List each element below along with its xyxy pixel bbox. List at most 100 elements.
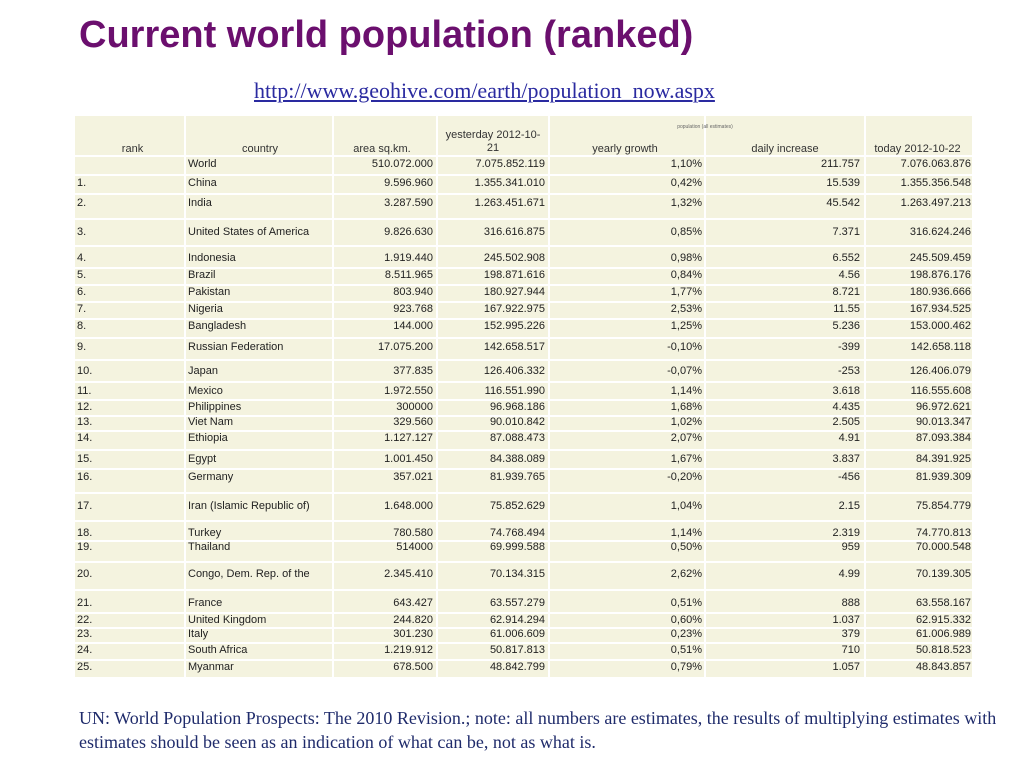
row-yesterday: 62.914.294 <box>489 614 545 626</box>
row-area: 514000 <box>396 541 433 553</box>
row-today: 126.406.079 <box>909 365 971 377</box>
row-today: 62.915.332 <box>915 614 971 626</box>
row-growth: 0,42% <box>670 177 702 189</box>
row-yesterday: 180.927.944 <box>483 286 545 298</box>
row-increase: 379 <box>841 628 860 640</box>
row-growth: 2,07% <box>670 432 702 444</box>
row-today: 198.876.176 <box>909 269 971 281</box>
row-yesterday: 167.922.975 <box>483 303 545 315</box>
row-area: 3.287.590 <box>384 197 433 209</box>
row-area: 9.596.960 <box>384 177 433 189</box>
row-today: 70.000.548 <box>915 541 971 553</box>
row-yesterday: 245.502.908 <box>483 252 545 264</box>
population-table: population (all estimates) rank country are… <box>75 116 972 677</box>
row-today: 1.355.356.548 <box>900 177 971 189</box>
row-rank: 21. <box>77 597 93 609</box>
row-increase: 888 <box>841 597 860 609</box>
row-rank: 18. <box>77 527 93 539</box>
row-yesterday: 70.134.315 <box>489 568 545 580</box>
row-increase: 45.542 <box>826 197 860 209</box>
source-link[interactable]: http://www.geohive.com/earth/population_… <box>254 78 715 103</box>
row-rank: 13. <box>77 416 93 428</box>
row-growth: 0,85% <box>670 226 702 238</box>
row-growth: 1,25% <box>670 320 702 332</box>
row-today: 96.972.621 <box>915 401 971 413</box>
row-country: Japan <box>188 365 218 377</box>
row-increase: 4.99 <box>838 568 860 580</box>
row-country: Germany <box>188 471 234 483</box>
row-today: 90.013.347 <box>915 416 971 428</box>
row-rank: 15. <box>77 453 93 465</box>
row-area: 1.972.550 <box>384 385 433 397</box>
row-yesterday: 152.995.226 <box>483 320 545 332</box>
row-area: 923.768 <box>393 303 433 315</box>
table-cells: population (all estimates) rank country are… <box>75 116 972 677</box>
row-growth: 1,02% <box>670 416 702 428</box>
row-growth: -0,20% <box>667 471 702 483</box>
row-today: 1.263.497.213 <box>900 197 971 209</box>
row-increase: 211.757 <box>821 158 860 170</box>
row-country: Iran (Islamic Republic of) <box>188 500 310 512</box>
page-title: Current world population (ranked) <box>79 14 694 56</box>
header-today: today 2012-10-22 <box>874 143 961 155</box>
row-country: Nigeria <box>188 303 223 315</box>
row-area: 2.345.410 <box>384 568 433 580</box>
row-rank: 12. <box>77 401 93 413</box>
row-yesterday: 198.871.616 <box>483 269 545 281</box>
row-today: 87.093.384 <box>915 432 971 444</box>
row-increase: 2.505 <box>832 416 860 428</box>
row-increase: -399 <box>837 341 860 353</box>
row-area: 780.580 <box>393 527 433 539</box>
row-country: India <box>188 197 212 209</box>
row-country: Myanmar <box>188 661 234 673</box>
row-growth: 0,50% <box>670 541 702 553</box>
row-area: 9.826.630 <box>384 226 433 238</box>
row-country: Brazil <box>188 269 216 281</box>
row-growth: 0,98% <box>670 252 702 264</box>
row-area: 357.021 <box>393 471 433 483</box>
row-yesterday: 1.355.341.010 <box>474 177 545 189</box>
row-today: 7.076.063.876 <box>900 158 971 170</box>
row-yesterday: 84.388.089 <box>489 453 545 465</box>
row-yesterday: 87.088.473 <box>489 432 545 444</box>
row-yesterday: 63.557.279 <box>489 597 545 609</box>
row-area: 8.511.965 <box>384 269 433 281</box>
row-country: Italy <box>188 628 209 640</box>
row-today: 63.558.167 <box>915 597 971 609</box>
row-growth: -0,10% <box>667 341 702 353</box>
row-rank: 3. <box>77 226 87 238</box>
row-country: Egypt <box>188 453 217 465</box>
header-rank: rank <box>121 143 144 155</box>
row-yesterday: 1.263.451.671 <box>474 197 545 209</box>
row-increase: -456 <box>837 471 860 483</box>
row-growth: 0,79% <box>670 661 702 673</box>
row-yesterday: 90.010.842 <box>489 416 545 428</box>
row-rank: 11. <box>77 385 92 397</box>
row-growth: 2,62% <box>670 568 702 580</box>
row-yesterday: 75.852.629 <box>489 500 545 512</box>
row-today: 142.658.118 <box>910 341 971 353</box>
row-increase: 3.837 <box>832 453 860 465</box>
row-today: 50.818.523 <box>915 644 971 656</box>
row-growth: 0,23% <box>670 628 702 640</box>
row-rank: 25. <box>77 661 93 673</box>
row-country: China <box>188 177 217 189</box>
row-increase: 1.057 <box>832 661 860 673</box>
row-yesterday: 316.616.875 <box>483 226 545 238</box>
row-area: 1.001.450 <box>384 453 433 465</box>
row-yesterday: 7.075.852.119 <box>475 158 545 170</box>
row-area: 678.500 <box>393 661 433 673</box>
row-rank: 22. <box>77 614 93 626</box>
header-yesterday: yesterday 2012-10- <box>445 129 541 141</box>
row-growth: -0,07% <box>667 365 702 377</box>
row-country: South Africa <box>188 644 248 656</box>
row-growth: 1,14% <box>670 527 702 539</box>
row-area: 17.075.200 <box>377 341 433 353</box>
row-increase: 959 <box>841 541 860 553</box>
row-today: 153.000.462 <box>909 320 971 332</box>
row-area: 300000 <box>396 401 433 413</box>
row-area: 1.127.127 <box>384 432 433 444</box>
row-rank: 19. <box>77 541 93 553</box>
row-growth: 0,51% <box>670 644 702 656</box>
row-today: 61.006.989 <box>915 628 971 640</box>
